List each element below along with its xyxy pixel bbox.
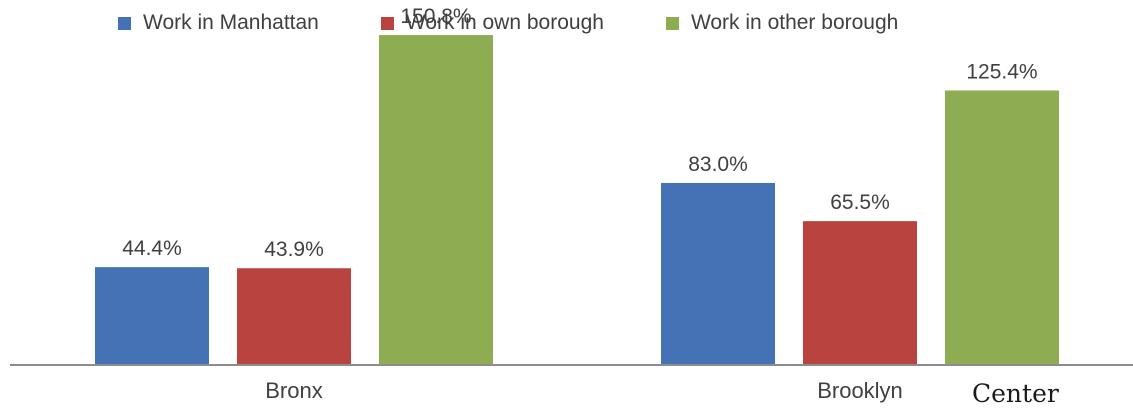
watermark-text: Center: [972, 379, 1059, 408]
category-label-brooklyn: Brooklyn: [817, 378, 903, 403]
legend-swatch-work-in-manhattan: [118, 16, 131, 30]
data-label-bronx-work-in-other-borough: 150.8%: [400, 5, 471, 28]
bar-bronx-work-in-own-borough: [237, 268, 351, 364]
legend-label-work-in-own-borough: Work in own borough: [405, 11, 604, 34]
data-label-brooklyn-work-in-manhattan: 83.0%: [688, 153, 748, 176]
legend-item-work-in-own-borough: Work in own borough: [380, 11, 604, 35]
data-label-bronx-work-in-manhattan: 44.4%: [122, 237, 182, 260]
data-label-brooklyn-work-in-own-borough: 65.5%: [830, 191, 890, 214]
legend-label-work-in-other-borough: Work in other borough: [690, 11, 899, 34]
legend-item-work-in-manhattan: Work in Manhattan: [118, 11, 319, 35]
legend-swatch-work-in-own-borough: [380, 16, 394, 30]
bar-bronx-work-in-manhattan: [95, 267, 209, 364]
data-label-brooklyn-work-in-other-borough: 125.4%: [966, 60, 1037, 83]
category-label-bronx: Bronx: [265, 378, 322, 403]
bar-brooklyn-work-in-manhattan: [661, 182, 775, 364]
bar-brooklyn-work-in-other-borough: [945, 90, 1059, 364]
data-label-bronx-work-in-own-borough: 43.9%: [264, 238, 324, 261]
legend: Work in Manhattan Work in own borough Wo…: [118, 8, 960, 38]
bar-brooklyn-work-in-own-borough: [803, 221, 917, 364]
legend-label-work-in-manhattan: Work in Manhattan: [143, 11, 319, 34]
legend-swatch-work-in-other-borough: [665, 16, 679, 30]
bar-bronx-work-in-other-borough: [379, 35, 493, 364]
legend-item-work-in-other-borough: Work in other borough: [665, 11, 899, 35]
